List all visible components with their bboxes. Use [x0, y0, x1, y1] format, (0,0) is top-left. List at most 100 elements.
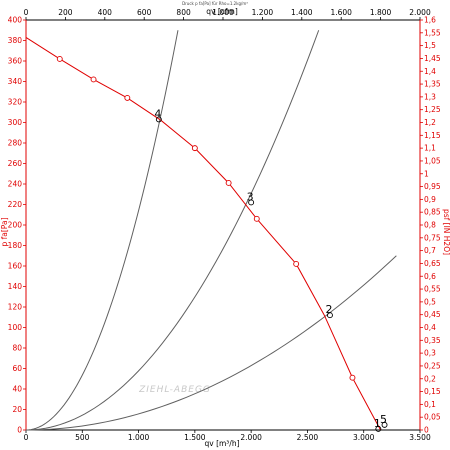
y-left-tick-label: 380: [8, 36, 23, 45]
y-right-tick-label: 1,1: [424, 144, 436, 153]
y-right-tick-label: 1,15: [424, 131, 441, 140]
y-left-tick-label: 320: [8, 98, 23, 107]
y-right-tick-label: 0,9: [424, 195, 436, 204]
y-right-tick-label: 0,7: [424, 246, 436, 255]
x-bottom-tick-label: 1.500: [184, 433, 206, 442]
y-left-tick-label: 120: [8, 303, 23, 312]
x-axis-top-label: qv [cfm]: [206, 7, 238, 16]
y-right-tick-label: 0,4: [424, 323, 436, 332]
y-right-tick-label: 0,45: [424, 310, 441, 319]
operating-points: 1 2 3 4 5: [154, 107, 388, 432]
y-right-tick-label: 1,3: [424, 92, 436, 101]
y-right-tick-label: 0,6: [424, 272, 436, 281]
y-right-tick-label: 0: [424, 426, 429, 435]
y-right-tick-label: 1,45: [424, 54, 441, 63]
y-left-tick-label: 20: [12, 405, 22, 414]
x-axis-bottom-label: qv [m³/h]: [204, 439, 239, 448]
y-left-tick-label: 400: [8, 16, 23, 25]
y-right-tick-label: 0,8: [424, 221, 436, 230]
x-top-tick-label: 1.000: [212, 8, 234, 17]
y-left-tick-label: 40: [12, 385, 22, 394]
y-left-tick-label: 360: [8, 57, 23, 66]
y-right-tick-label: 1,25: [424, 105, 441, 114]
x-bottom-tick-label: 2.000: [240, 433, 262, 442]
fan-curve-marker: [293, 261, 300, 267]
y-left-tick-label: 280: [8, 139, 23, 148]
operating-point-label-4: 4: [154, 107, 161, 120]
system-curve-1: [25, 30, 179, 431]
fan-curve-marker: [349, 374, 356, 381]
fan-curve-marker: [225, 180, 232, 186]
fan-curve-line: [25, 37, 382, 431]
x-top-tick-label: 1.600: [330, 8, 352, 17]
curves: [25, 30, 397, 431]
fan-curve-marker: [124, 94, 131, 101]
operating-point-1: [375, 426, 382, 432]
y-right-tick-label: 0,3: [424, 349, 436, 358]
x-top-tick-label: 2.000: [409, 8, 431, 17]
x-top-tick-label: 400: [98, 8, 113, 17]
y-left-tick-label: 60: [12, 364, 22, 373]
y-left-tick-label: 100: [8, 323, 23, 332]
x-bottom-tick-label: 2.500: [297, 433, 319, 442]
fan-curve-marker: [191, 145, 198, 152]
x-bottom-tick-label: 3.500: [409, 433, 431, 442]
y-left-tick-label: 200: [8, 221, 23, 230]
operating-point-4: [155, 116, 162, 123]
operating-point-2: [326, 312, 333, 319]
operating-point-label-2: 2: [325, 303, 332, 316]
x-bottom-tick-label: 1.000: [128, 433, 150, 442]
y-axis-right-label: psf [IN H2O]: [442, 209, 450, 255]
watermark-text: ZIEHL-ABEGG: [138, 385, 211, 395]
y-left-tick-label: 220: [8, 200, 23, 209]
operating-point-label-1: 1: [374, 417, 381, 430]
y-right-tick-label: 0,05: [424, 413, 441, 422]
y-left-tick-label: 260: [8, 159, 23, 168]
y-right-tick-label: 1,4: [424, 67, 436, 76]
y-right-tick-label: 1,35: [424, 80, 441, 89]
x-top-tick-label: 1.800: [370, 8, 392, 17]
operating-point-5: [381, 421, 388, 428]
x-bottom-tick-label: 0: [24, 433, 29, 442]
system-curve-2: [25, 30, 320, 431]
y-right-tick-label: 0,35: [424, 336, 441, 345]
y-right-tick-label: 1: [424, 169, 429, 178]
y-right-tick-label: 0,15: [424, 387, 441, 396]
fan-curve-marker: [253, 215, 260, 222]
y-right-tick-label: 1,55: [424, 28, 441, 37]
x-top-tick-label: 1.400: [291, 8, 313, 17]
y-right-tick-label: 0,55: [424, 285, 441, 294]
x-bottom-tick-label: 3.000: [353, 433, 375, 442]
y-right-tick-label: 0,75: [424, 233, 441, 242]
x-top-tick-label: 1.200: [252, 8, 274, 17]
y-right-tick-label: 1,05: [424, 156, 441, 165]
fan-curve-marker: [90, 76, 97, 83]
y-right-tick-label: 0,95: [424, 182, 441, 191]
x-top-tick-label: 800: [176, 8, 191, 17]
y-left-tick-label: 180: [8, 241, 23, 250]
y-right-tick-label: 0,1: [424, 400, 436, 409]
y-right-tick-label: 1,2: [424, 118, 436, 127]
y-right-tick-label: 0,2: [424, 374, 436, 383]
operating-point-label-5: 5: [380, 413, 387, 426]
y-right-tick-label: 0,25: [424, 361, 441, 370]
x-top-tick-label: 0: [24, 8, 29, 17]
y-left-tick-label: 160: [8, 262, 23, 271]
operating-point-3: [248, 199, 255, 206]
operating-point-label-3: 3: [247, 190, 254, 203]
y-left-tick-label: 240: [8, 180, 23, 189]
x-top-tick-label: 600: [137, 8, 152, 17]
y-right-tick-label: 1,5: [424, 41, 436, 50]
y-right-tick-label: 1,6: [424, 16, 436, 25]
x-bottom-tick-label: 500: [75, 433, 90, 442]
y-left-tick-label: 340: [8, 77, 23, 86]
chart-title: Druck p fa[Pa] für Rho=1.2kg/m³: [182, 1, 248, 6]
fan-curve-marker: [56, 56, 63, 62]
y-right-tick-label: 0,5: [424, 297, 436, 306]
y-left-tick-label: 80: [12, 344, 22, 353]
y-left-tick-label: 300: [8, 118, 23, 127]
y-right-tick-label: 0,65: [424, 259, 441, 268]
